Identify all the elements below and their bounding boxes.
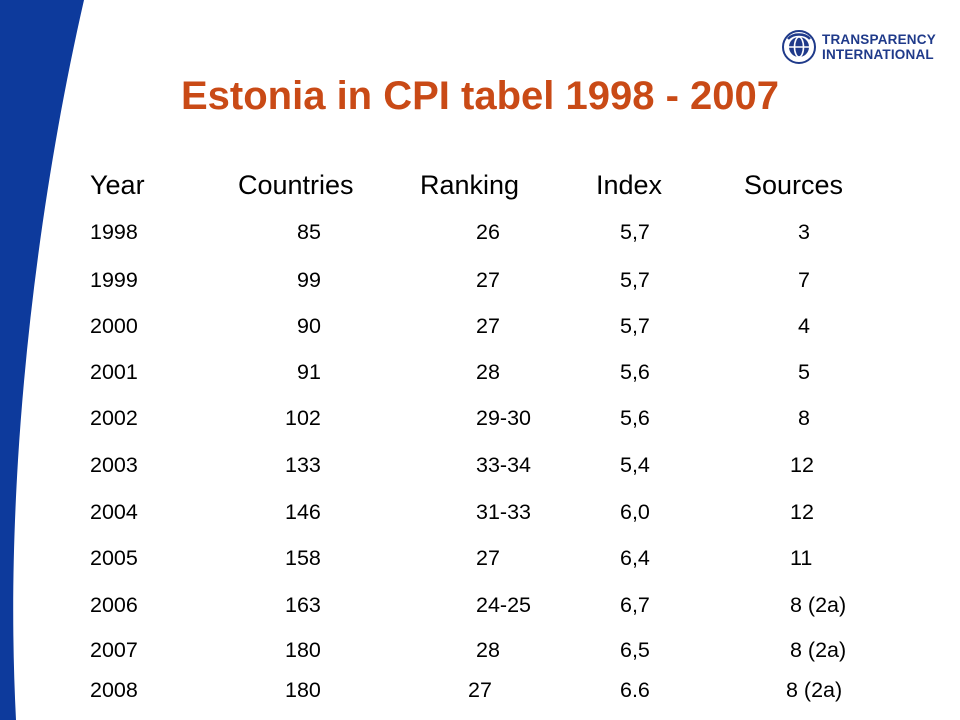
cell-countries: 146 [285,500,321,524]
cell-index: 6,0 [620,500,650,524]
ti-globe-icon [782,30,816,64]
cell-countries: 99 [297,268,321,292]
cell-index: 5,7 [620,314,650,338]
header-index: Index [596,170,663,200]
cell-sources: 4 [798,314,810,338]
cell-ranking: 27 [476,546,500,570]
cell-ranking: 27 [476,268,500,292]
transparency-international-logo: TRANSPARENCY INTERNATIONAL [782,30,936,64]
header-ranking: Ranking [420,170,520,200]
cell-index: 5,6 [620,406,650,430]
cell-countries: 102 [285,406,321,430]
cell-ranking: 29-30 [476,406,531,430]
cell-index: 6.6 [620,678,650,702]
cell-sources: 12 [790,453,814,477]
cell-countries: 180 [285,678,321,702]
header-countries: Countries [238,170,354,200]
cell-ranking: 33-34 [476,453,531,477]
cell-countries: 158 [285,546,321,570]
cell-sources: 3 [798,220,810,244]
cell-ranking: 31-33 [476,500,531,524]
cell-countries: 90 [297,314,321,338]
cell-sources: 11 [790,546,813,570]
cell-sources: 8 (2a) [790,593,847,617]
left-blue-band [0,0,84,720]
cell-index: 5,7 [620,268,650,292]
cell-ranking: 27 [468,678,492,702]
cell-sources: 8 [798,406,810,430]
cell-sources: 7 [798,268,810,292]
cell-index: 6,5 [620,638,650,662]
cell-year: 2005 [90,546,138,570]
cell-ranking: 27 [476,314,500,338]
header-year: Year [90,170,145,200]
cell-year: 2001 [90,360,138,384]
cell-index: 5,6 [620,360,650,384]
slide-title: Estonia in CPI tabel 1998 - 2007 [180,74,780,118]
cell-year: 2007 [90,638,138,662]
cell-year: 1998 [90,220,138,244]
cell-sources: 12 [790,500,814,524]
logo-line-2: INTERNATIONAL [822,47,934,62]
cell-ranking: 28 [476,638,500,662]
cell-sources: 5 [798,360,810,384]
cell-index: 5,4 [620,453,650,477]
cell-year: 2002 [90,406,138,430]
cell-index: 5,7 [620,220,650,244]
cell-ranking: 28 [476,360,500,384]
cell-countries: 180 [285,638,321,662]
cell-year: 2000 [90,314,138,338]
cell-year: 1999 [90,268,138,292]
cell-countries: 163 [285,593,321,617]
cell-countries: 85 [297,220,321,244]
cell-year: 2004 [90,500,138,524]
cell-countries: 91 [297,360,321,384]
cell-year: 2006 [90,593,138,617]
cell-year: 2008 [90,678,138,702]
cell-index: 6,4 [620,546,650,570]
logo-line-1: TRANSPARENCY [822,32,936,47]
cell-countries: 133 [285,453,321,477]
cell-index: 6,7 [620,593,650,617]
cell-sources: 8 (2a) [786,678,843,702]
cell-ranking: 26 [476,220,500,244]
cell-year: 2003 [90,453,138,477]
cell-sources: 8 (2a) [790,638,847,662]
cell-ranking: 24-25 [476,593,531,617]
header-sources: Sources [744,170,844,200]
